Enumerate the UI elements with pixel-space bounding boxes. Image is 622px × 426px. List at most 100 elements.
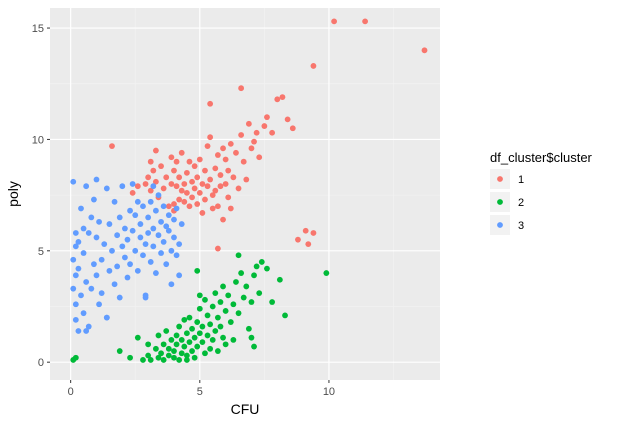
data-point xyxy=(119,243,126,250)
data-point xyxy=(181,316,188,323)
data-point xyxy=(137,221,144,227)
data-point xyxy=(98,256,105,263)
data-point xyxy=(217,299,224,305)
data-point xyxy=(178,350,185,357)
data-point xyxy=(204,312,211,319)
data-point xyxy=(165,352,172,359)
data-point xyxy=(212,328,219,334)
data-point xyxy=(251,272,257,279)
data-point xyxy=(251,138,257,145)
data-point xyxy=(171,201,177,207)
data-point xyxy=(235,252,242,259)
data-point xyxy=(114,232,121,239)
data-point xyxy=(220,334,226,341)
data-point xyxy=(183,189,190,196)
data-point xyxy=(85,323,92,330)
data-point xyxy=(227,319,234,325)
data-point xyxy=(220,283,226,290)
data-point xyxy=(183,357,190,363)
data-point xyxy=(256,154,263,161)
data-point xyxy=(178,187,185,194)
data-point xyxy=(264,265,270,272)
data-point xyxy=(214,314,221,321)
data-point xyxy=(168,247,175,254)
y-tick-label: 15 xyxy=(32,23,44,35)
data-point xyxy=(140,203,146,210)
data-point xyxy=(163,174,170,181)
data-point xyxy=(165,212,172,219)
data-point xyxy=(150,167,157,174)
data-point xyxy=(134,334,141,341)
data-point xyxy=(72,316,79,323)
data-point xyxy=(269,299,276,305)
data-point xyxy=(165,345,172,352)
data-point xyxy=(183,330,190,337)
data-point xyxy=(91,261,97,268)
data-point xyxy=(134,267,141,274)
data-point xyxy=(160,357,167,363)
y-axis-title: poly xyxy=(5,181,21,207)
data-point xyxy=(222,308,229,314)
legend-label: 3 xyxy=(518,220,524,232)
data-point xyxy=(274,96,281,103)
data-point xyxy=(134,183,141,190)
data-point xyxy=(158,218,164,225)
data-point xyxy=(214,245,221,252)
data-point xyxy=(119,183,126,190)
data-point xyxy=(212,290,219,297)
data-point xyxy=(158,250,164,256)
data-point xyxy=(173,158,180,165)
y-tick-label: 10 xyxy=(32,134,44,146)
data-point xyxy=(171,234,177,241)
data-point xyxy=(248,145,255,152)
data-point xyxy=(147,357,154,363)
data-point xyxy=(186,203,193,210)
data-point xyxy=(160,238,167,245)
data-point xyxy=(129,181,136,187)
data-point xyxy=(196,305,203,312)
data-point xyxy=(147,158,154,165)
data-point xyxy=(80,250,87,256)
data-point xyxy=(173,341,180,348)
data-point xyxy=(222,341,229,348)
data-point xyxy=(227,140,234,147)
data-point xyxy=(152,345,159,352)
data-point xyxy=(214,348,221,354)
data-point xyxy=(78,205,84,212)
data-point xyxy=(207,100,214,107)
series-cluster-2 xyxy=(70,252,330,363)
data-point xyxy=(279,94,286,101)
data-point xyxy=(269,129,276,136)
data-point xyxy=(168,281,175,288)
x-tick-label: 0 xyxy=(68,386,74,398)
legend-label: 1 xyxy=(518,174,524,186)
legend-entries: 1 2 3 xyxy=(490,169,524,235)
data-point xyxy=(163,328,170,334)
data-point xyxy=(243,283,250,290)
data-point xyxy=(72,354,79,361)
data-point xyxy=(421,47,428,54)
data-point xyxy=(158,350,164,357)
data-point xyxy=(129,189,136,196)
data-point xyxy=(72,243,79,250)
legend-key-point xyxy=(497,176,503,182)
data-point xyxy=(251,343,257,350)
data-point xyxy=(168,337,175,343)
legend-key-point xyxy=(497,222,503,228)
data-point xyxy=(163,261,170,268)
data-point xyxy=(240,158,247,165)
series-cluster-1 xyxy=(109,18,428,252)
panel-background xyxy=(50,8,440,380)
data-point xyxy=(245,325,252,332)
data-point xyxy=(111,198,118,205)
data-point xyxy=(134,198,141,205)
data-point xyxy=(72,301,79,308)
data-point xyxy=(323,270,330,276)
data-point xyxy=(189,325,195,332)
data-point xyxy=(207,321,214,328)
data-point xyxy=(122,254,128,261)
data-point xyxy=(145,341,152,348)
data-point xyxy=(129,227,136,234)
